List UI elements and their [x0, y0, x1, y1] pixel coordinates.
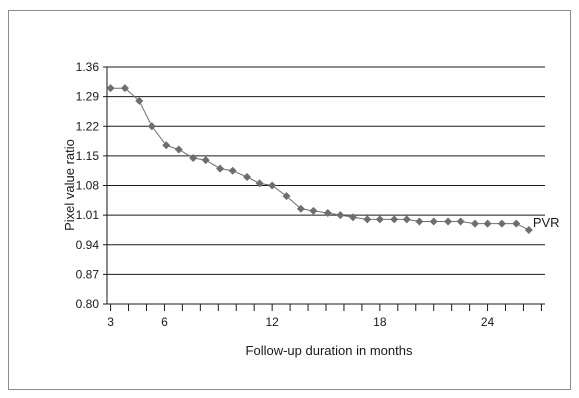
data-point: [189, 153, 198, 162]
x-tick-label: 3: [107, 315, 114, 329]
y-tick-label: 1.08: [76, 179, 100, 193]
data-point: [282, 192, 291, 201]
y-axis-title: Pixel value ratio: [62, 139, 77, 231]
series-label: PVR: [533, 215, 560, 230]
y-tick-label: 1.15: [76, 149, 100, 163]
x-tick-label: 24: [481, 315, 495, 329]
data-point: [524, 225, 533, 234]
y-tick-label: 1.01: [76, 208, 100, 222]
data-point: [456, 217, 465, 226]
data-point: [243, 173, 252, 182]
x-tick-label: 6: [161, 315, 168, 329]
data-point: [162, 141, 171, 150]
data-point: [323, 209, 332, 218]
y-tick-label: 1.36: [76, 60, 100, 74]
data-point: [483, 219, 492, 228]
x-axis-ticks: 3 6 12 18 24: [107, 304, 542, 329]
data-point: [296, 204, 305, 213]
data-point: [106, 84, 115, 93]
data-point: [348, 213, 357, 222]
data-point: [390, 215, 399, 224]
data-point: [268, 181, 277, 190]
data-point: [120, 84, 129, 93]
data-point: [216, 164, 225, 173]
data-point: [497, 219, 506, 228]
data-point: [415, 217, 424, 226]
x-tick-label: 12: [265, 315, 279, 329]
y-tick-label: 1.29: [76, 90, 100, 104]
y-tick-label: 0.87: [76, 267, 100, 281]
series-line: [110, 87, 530, 231]
chart-frame: [8, 10, 571, 390]
data-point: [402, 215, 411, 224]
gridlines: [107, 66, 545, 275]
x-tick-label: 18: [373, 315, 387, 329]
data-point: [174, 145, 183, 154]
data-point: [444, 217, 453, 226]
data-point: [147, 122, 156, 131]
y-tick-label: 1.22: [76, 119, 100, 133]
y-tick-label: 0.94: [76, 238, 100, 252]
y-tick-label: 0.80: [76, 297, 100, 311]
data-point: [375, 215, 384, 224]
data-point: [470, 219, 479, 228]
data-point: [228, 166, 237, 175]
data-point: [336, 211, 345, 220]
data-point: [255, 179, 264, 188]
y-axis-ticks: 0.80 0.87 0.94 1.01 1.08 1.15 1.22 1.29 1.36: [76, 60, 107, 311]
data-point: [512, 219, 521, 228]
data-point: [363, 215, 372, 224]
data-point: [429, 217, 438, 226]
data-point: [309, 206, 318, 215]
series-group: PVR: [106, 84, 560, 234]
data-point: [135, 96, 144, 105]
data-point: [201, 156, 210, 165]
x-axis-title: Follow-up duration in months: [246, 343, 413, 358]
